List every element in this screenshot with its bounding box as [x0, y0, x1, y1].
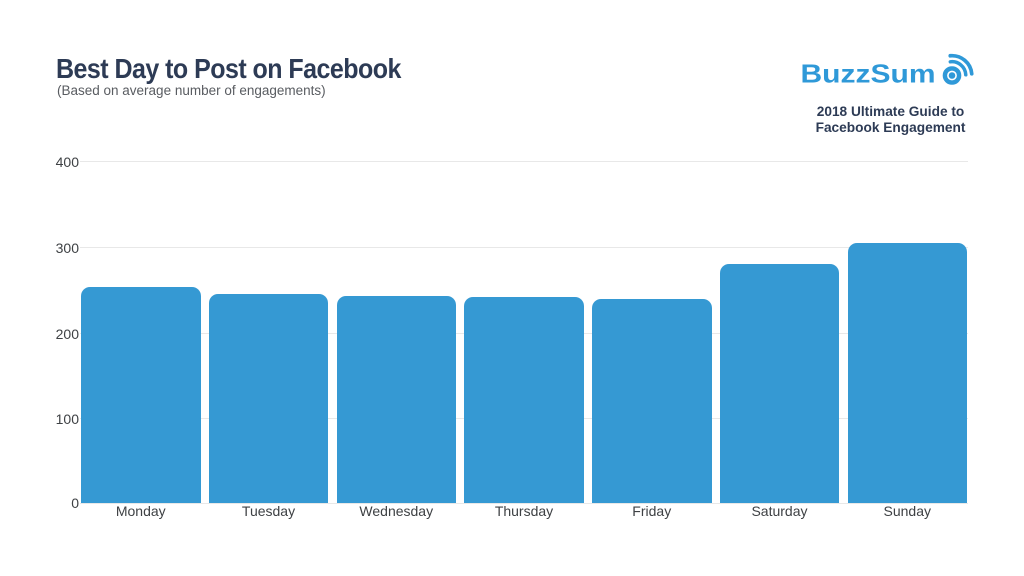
svg-text:BuzzSum: BuzzSum [801, 59, 936, 89]
